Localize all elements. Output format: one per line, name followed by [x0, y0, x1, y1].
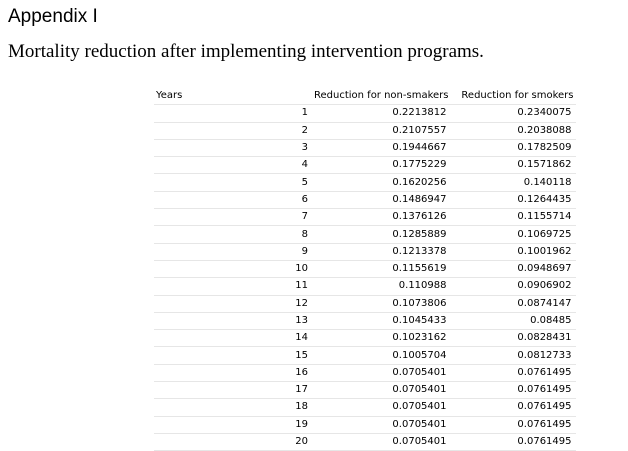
year-cell: 16 — [154, 364, 312, 383]
year-cell: 8 — [154, 225, 312, 244]
smoker-reduction-cell: 0.0812733 — [450, 346, 576, 365]
non-smoker-reduction-cell: 0.0705401 — [312, 398, 451, 417]
non-smoker-reduction-cell: 0.1486947 — [312, 191, 451, 210]
non-smoker-reduction-cell: 0.2107557 — [312, 122, 451, 140]
non-smoker-reduction-cell: 0.110988 — [312, 277, 451, 296]
smoker-reduction-cell: 0.0828431 — [450, 329, 576, 348]
smoker-reduction-cell: 0.1782509 — [450, 139, 576, 158]
column-header-smokers: Reduction for smokers — [450, 88, 576, 106]
smoker-reduction-cell: 0.0761495 — [450, 381, 576, 400]
non-smoker-reduction-cell: 0.1155619 — [312, 260, 451, 279]
smoker-reduction-cell: 0.0761495 — [450, 398, 576, 417]
table-header-row: Years Reduction for non-smakers Reductio… — [154, 88, 576, 106]
table-row: 20 0.0705401 0.0761495 — [154, 433, 576, 451]
year-cell: 19 — [154, 416, 312, 434]
table-row: 2 0.2107557 0.2038088 — [154, 122, 576, 140]
year-cell: 2 — [154, 122, 312, 140]
year-cell: 14 — [154, 329, 312, 348]
table-row: 11 0.110988 0.0906902 — [154, 277, 576, 296]
smoker-reduction-cell: 0.08485 — [450, 312, 576, 331]
smoker-reduction-cell: 0.1069725 — [450, 225, 576, 244]
table-row: 18 0.0705401 0.0761495 — [154, 398, 576, 417]
non-smoker-reduction-cell: 0.1376126 — [312, 208, 451, 227]
mortality-table: Years Reduction for non-smakers Reductio… — [154, 88, 576, 451]
smoker-reduction-cell: 0.0948697 — [450, 260, 576, 279]
non-smoker-reduction-cell: 0.0705401 — [312, 433, 451, 451]
year-cell: 12 — [154, 295, 312, 313]
non-smoker-reduction-cell: 0.0705401 — [312, 364, 451, 383]
smoker-reduction-cell: 0.0874147 — [450, 295, 576, 313]
table-row: 4 0.1775229 0.1571862 — [154, 156, 576, 175]
column-header-non-smokers: Reduction for non-smakers — [312, 88, 451, 106]
smoker-reduction-cell: 0.1264435 — [450, 191, 576, 210]
table-row: 17 0.0705401 0.0761495 — [154, 381, 576, 400]
non-smoker-reduction-cell: 0.1285889 — [312, 225, 451, 244]
non-smoker-reduction-cell: 0.1775229 — [312, 156, 451, 175]
table-row: 7 0.1376126 0.1155714 — [154, 208, 576, 227]
non-smoker-reduction-cell: 0.1620256 — [312, 173, 451, 192]
appendix-heading: Appendix I — [8, 6, 98, 27]
year-cell: 7 — [154, 208, 312, 227]
table-row: 12 0.1073806 0.0874147 — [154, 295, 576, 313]
smoker-reduction-cell: 0.1001962 — [450, 243, 576, 261]
table-row: 10 0.1155619 0.0948697 — [154, 260, 576, 279]
non-smoker-reduction-cell: 0.1213378 — [312, 243, 451, 261]
year-cell: 1 — [154, 104, 312, 123]
table-row: 16 0.0705401 0.0761495 — [154, 364, 576, 383]
table-row: 15 0.1005704 0.0812733 — [154, 346, 576, 365]
year-cell: 11 — [154, 277, 312, 296]
table-row: 3 0.1944667 0.1782509 — [154, 139, 576, 158]
year-cell: 10 — [154, 260, 312, 279]
non-smoker-reduction-cell: 0.1944667 — [312, 139, 451, 158]
smoker-reduction-cell: 0.0906902 — [450, 277, 576, 296]
year-cell: 3 — [154, 139, 312, 158]
column-header-years: Years — [154, 88, 312, 106]
table-row: 13 0.1045433 0.08485 — [154, 312, 576, 331]
year-cell: 4 — [154, 156, 312, 175]
year-cell: 20 — [154, 433, 312, 451]
table-caption: Mortality reduction after implementing i… — [8, 41, 484, 62]
table-row: 19 0.0705401 0.0761495 — [154, 416, 576, 434]
smoker-reduction-cell: 0.0761495 — [450, 433, 576, 451]
smoker-reduction-cell: 0.0761495 — [450, 416, 576, 434]
smoker-reduction-cell: 0.140118 — [450, 173, 576, 192]
smoker-reduction-cell: 0.2038088 — [450, 122, 576, 140]
non-smoker-reduction-cell: 0.2213812 — [312, 104, 451, 123]
non-smoker-reduction-cell: 0.0705401 — [312, 416, 451, 434]
year-cell: 13 — [154, 312, 312, 331]
table-row: 9 0.1213378 0.1001962 — [154, 243, 576, 261]
non-smoker-reduction-cell: 0.0705401 — [312, 381, 451, 400]
non-smoker-reduction-cell: 0.1045433 — [312, 312, 451, 331]
year-cell: 6 — [154, 191, 312, 210]
non-smoker-reduction-cell: 0.1023162 — [312, 329, 451, 348]
smoker-reduction-cell: 0.1571862 — [450, 156, 576, 175]
table-row: 5 0.1620256 0.140118 — [154, 173, 576, 192]
year-cell: 17 — [154, 381, 312, 400]
year-cell: 9 — [154, 243, 312, 261]
smoker-reduction-cell: 0.1155714 — [450, 208, 576, 227]
smoker-reduction-cell: 0.0761495 — [450, 364, 576, 383]
non-smoker-reduction-cell: 0.1073806 — [312, 295, 451, 313]
year-cell: 5 — [154, 173, 312, 192]
table-row: 8 0.1285889 0.1069725 — [154, 225, 576, 244]
year-cell: 15 — [154, 346, 312, 365]
table-row: 1 0.2213812 0.2340075 — [154, 104, 576, 123]
table-row: 6 0.1486947 0.1264435 — [154, 191, 576, 210]
year-cell: 18 — [154, 398, 312, 417]
table-row: 14 0.1023162 0.0828431 — [154, 329, 576, 348]
smoker-reduction-cell: 0.2340075 — [450, 104, 576, 123]
non-smoker-reduction-cell: 0.1005704 — [312, 346, 451, 365]
